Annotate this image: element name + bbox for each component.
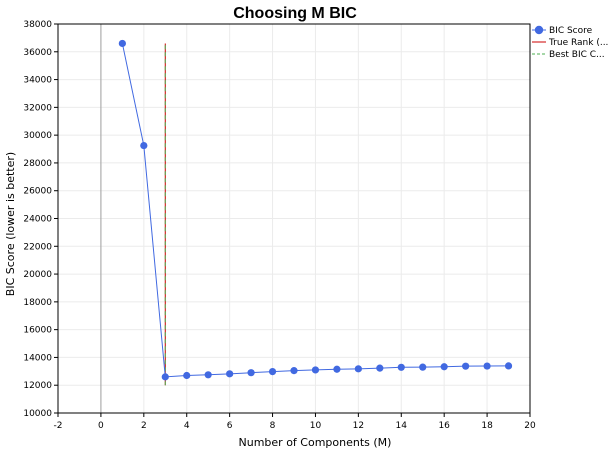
- x-tick-label: 14: [396, 421, 408, 431]
- y-tick-label: 12000: [23, 381, 52, 391]
- y-tick-label: 28000: [23, 159, 52, 169]
- legend-item-bic-score: BIC Score: [549, 26, 593, 36]
- x-tick-label: 16: [438, 421, 450, 431]
- legend: BIC Score True Rank (... Best BIC C...: [532, 25, 608, 60]
- bic-score-point: [419, 363, 427, 371]
- x-tick-label: 2: [141, 421, 147, 431]
- bic-score-point: [183, 371, 191, 380]
- bic-score-point: [247, 369, 255, 377]
- x-axis-ticks: -2 0 2 4 6 8 10 12 14 16 18 20: [54, 413, 536, 431]
- y-tick-label: 32000: [23, 103, 52, 113]
- bic-score-point: [290, 367, 298, 375]
- bic-score-point: [311, 366, 320, 374]
- chart-title: Choosing M BIC: [233, 5, 357, 22]
- bic-score-point: [504, 362, 513, 370]
- x-tick-label: 0: [98, 421, 104, 431]
- y-tick-label: 22000: [23, 242, 52, 252]
- y-axis-ticks: 10000 12000 14000 16000 18000 20000 22000 24000…: [23, 20, 58, 419]
- bic-score-point: [333, 365, 341, 373]
- y-tick-label: 26000: [23, 187, 52, 197]
- x-tick-label: 12: [353, 421, 364, 431]
- bic-score-point: [118, 39, 126, 48]
- y-tick-label: 10000: [23, 409, 52, 419]
- x-tick-label: -2: [54, 421, 63, 431]
- y-tick-label: 34000: [23, 76, 52, 86]
- x-tick-label: 4: [184, 421, 190, 431]
- x-tick-label: 6: [227, 421, 233, 431]
- bic-score-point: [140, 141, 148, 150]
- bic-score-point: [397, 363, 405, 371]
- y-tick-label: 20000: [23, 270, 52, 280]
- x-tick-label: 20: [524, 421, 536, 431]
- y-tick-label: 14000: [23, 353, 52, 363]
- x-tick-label: 10: [310, 421, 322, 431]
- y-axis-label: BIC Score (lower is better): [4, 152, 17, 296]
- series-layer: [118, 39, 513, 386]
- bic-score-point: [268, 367, 277, 376]
- bic-score-point: [226, 370, 234, 378]
- bic-score-point: [161, 373, 169, 381]
- legend-bic-marker: [534, 25, 544, 35]
- bic-score-point: [483, 362, 491, 370]
- bic-score-point: [440, 363, 448, 371]
- legend-item-best-bic: Best BIC C...: [549, 50, 605, 60]
- y-tick-label: 30000: [23, 131, 52, 141]
- y-tick-label: 16000: [23, 326, 52, 336]
- y-tick-label: 24000: [23, 215, 52, 225]
- x-tick-label: 8: [270, 421, 276, 431]
- y-tick-label: 18000: [23, 298, 52, 308]
- bic-score-point: [354, 365, 362, 373]
- grid-lines: [57, 23, 531, 414]
- y-tick-label: 38000: [23, 20, 52, 30]
- legend-item-true-rank: True Rank (...: [548, 38, 608, 48]
- bic-score-point: [204, 371, 212, 379]
- bic-score-point: [376, 364, 384, 372]
- x-axis-label: Number of Components (M): [239, 436, 392, 449]
- bic-score-point: [462, 362, 470, 370]
- y-tick-label: 36000: [23, 48, 52, 58]
- x-tick-label: 18: [481, 421, 493, 431]
